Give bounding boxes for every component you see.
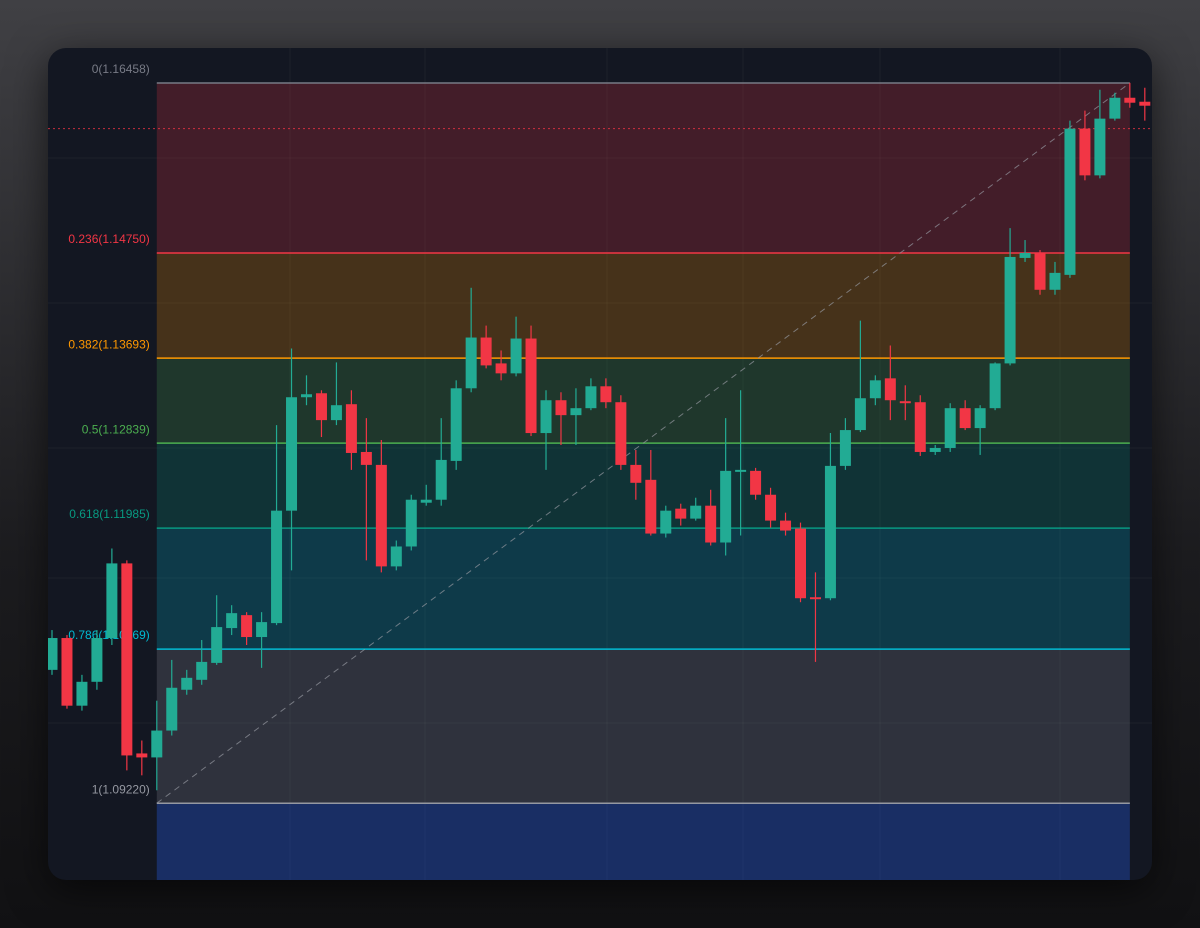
candle-body bbox=[1034, 252, 1046, 290]
fib-level-label: 0.382(1.13693) bbox=[68, 337, 149, 351]
candle-body bbox=[824, 465, 836, 599]
candle-body bbox=[405, 499, 417, 547]
candle-body bbox=[360, 451, 372, 465]
candle-body bbox=[675, 508, 687, 519]
candle-body bbox=[1049, 272, 1061, 290]
fib-band bbox=[156, 528, 1130, 650]
candle-body bbox=[1109, 97, 1121, 119]
candle-body bbox=[330, 405, 342, 421]
candle-body bbox=[540, 400, 552, 434]
candle-body bbox=[899, 401, 911, 404]
candle-body bbox=[390, 546, 402, 567]
candle-body bbox=[121, 563, 133, 756]
candle-body bbox=[435, 459, 447, 500]
candle-body bbox=[660, 510, 672, 534]
candle-body bbox=[630, 464, 642, 483]
candle-body bbox=[1124, 97, 1136, 103]
candle-body bbox=[690, 505, 702, 519]
fib-trend-line bbox=[156, 82, 1131, 804]
candle-body bbox=[106, 563, 118, 639]
candle-body bbox=[525, 338, 537, 434]
fib-level-label: 1(1.09220) bbox=[92, 782, 150, 796]
candle-body bbox=[196, 661, 208, 680]
candle-body bbox=[420, 499, 432, 503]
candle-body bbox=[645, 479, 657, 534]
fib-level-label: 0(1.16458) bbox=[92, 62, 150, 76]
candle-body bbox=[705, 505, 717, 543]
candle-body bbox=[914, 402, 926, 452]
candle-body bbox=[1094, 118, 1106, 176]
candle-body bbox=[854, 398, 866, 431]
candle-body bbox=[809, 597, 821, 600]
candle-body bbox=[450, 388, 462, 461]
candle-body bbox=[241, 615, 253, 638]
fib-level-label: 0.236(1.14750) bbox=[68, 232, 149, 246]
candle-body bbox=[271, 510, 283, 624]
candle-body bbox=[465, 337, 477, 389]
fib-band bbox=[156, 358, 1130, 444]
candle-body bbox=[151, 730, 163, 758]
candle-body bbox=[1004, 256, 1016, 364]
candle-body bbox=[136, 753, 148, 758]
candle-body bbox=[884, 378, 896, 401]
candle-body bbox=[795, 528, 806, 599]
candle-body bbox=[615, 402, 627, 465]
candle-body bbox=[300, 394, 312, 398]
candle-body bbox=[1079, 128, 1091, 176]
candle-body bbox=[959, 408, 971, 429]
candle-body bbox=[944, 408, 956, 448]
grid bbox=[48, 48, 1152, 880]
candle-body bbox=[585, 386, 597, 409]
chart: 0(1.16458) 0.236(1.14750) 0.382(1.13693) 0.… bbox=[48, 48, 1152, 880]
chart-card: 0(1.16458) 0.236(1.14750) 0.382(1.13693) 0.… bbox=[48, 48, 1152, 880]
candle-body bbox=[226, 613, 238, 629]
candle-body bbox=[929, 447, 941, 452]
candle-body bbox=[315, 393, 327, 421]
candle-body bbox=[48, 638, 58, 670]
fib-band bbox=[156, 443, 1130, 529]
candle-body bbox=[375, 464, 387, 567]
fib-band bbox=[156, 83, 1130, 253]
candle-body bbox=[765, 494, 777, 521]
candle-body bbox=[720, 470, 732, 543]
candle-body bbox=[989, 363, 1001, 409]
candle-body bbox=[345, 404, 357, 453]
candle-body bbox=[974, 408, 986, 429]
fib-level-label: 0.618(1.11985) bbox=[69, 507, 150, 521]
candle-body bbox=[600, 386, 612, 403]
fib-band bbox=[156, 649, 1130, 804]
candle-body bbox=[839, 430, 851, 466]
candle-body bbox=[1019, 252, 1031, 258]
candle-body bbox=[750, 470, 762, 495]
candle-body bbox=[735, 469, 747, 472]
candle-body bbox=[570, 408, 582, 416]
fib-lower-band bbox=[156, 803, 1130, 880]
candle-body bbox=[211, 627, 223, 663]
fib-level-label: 0.5(1.12839) bbox=[82, 422, 150, 436]
candle-body bbox=[61, 638, 73, 706]
candle-body bbox=[256, 622, 268, 638]
candle-body bbox=[1064, 128, 1076, 275]
fib-band bbox=[156, 252, 1130, 359]
candle-body bbox=[869, 380, 881, 399]
candle-body bbox=[76, 681, 88, 706]
candle-body bbox=[181, 677, 193, 690]
candle-body bbox=[510, 338, 522, 374]
candle-body bbox=[166, 687, 178, 731]
candle-body bbox=[555, 400, 567, 416]
candle-body bbox=[286, 397, 298, 511]
candle-body bbox=[1139, 101, 1151, 106]
candle-body bbox=[780, 520, 792, 531]
candle-body bbox=[495, 363, 507, 374]
candle-body bbox=[91, 638, 103, 682]
candle-body bbox=[480, 337, 492, 366]
